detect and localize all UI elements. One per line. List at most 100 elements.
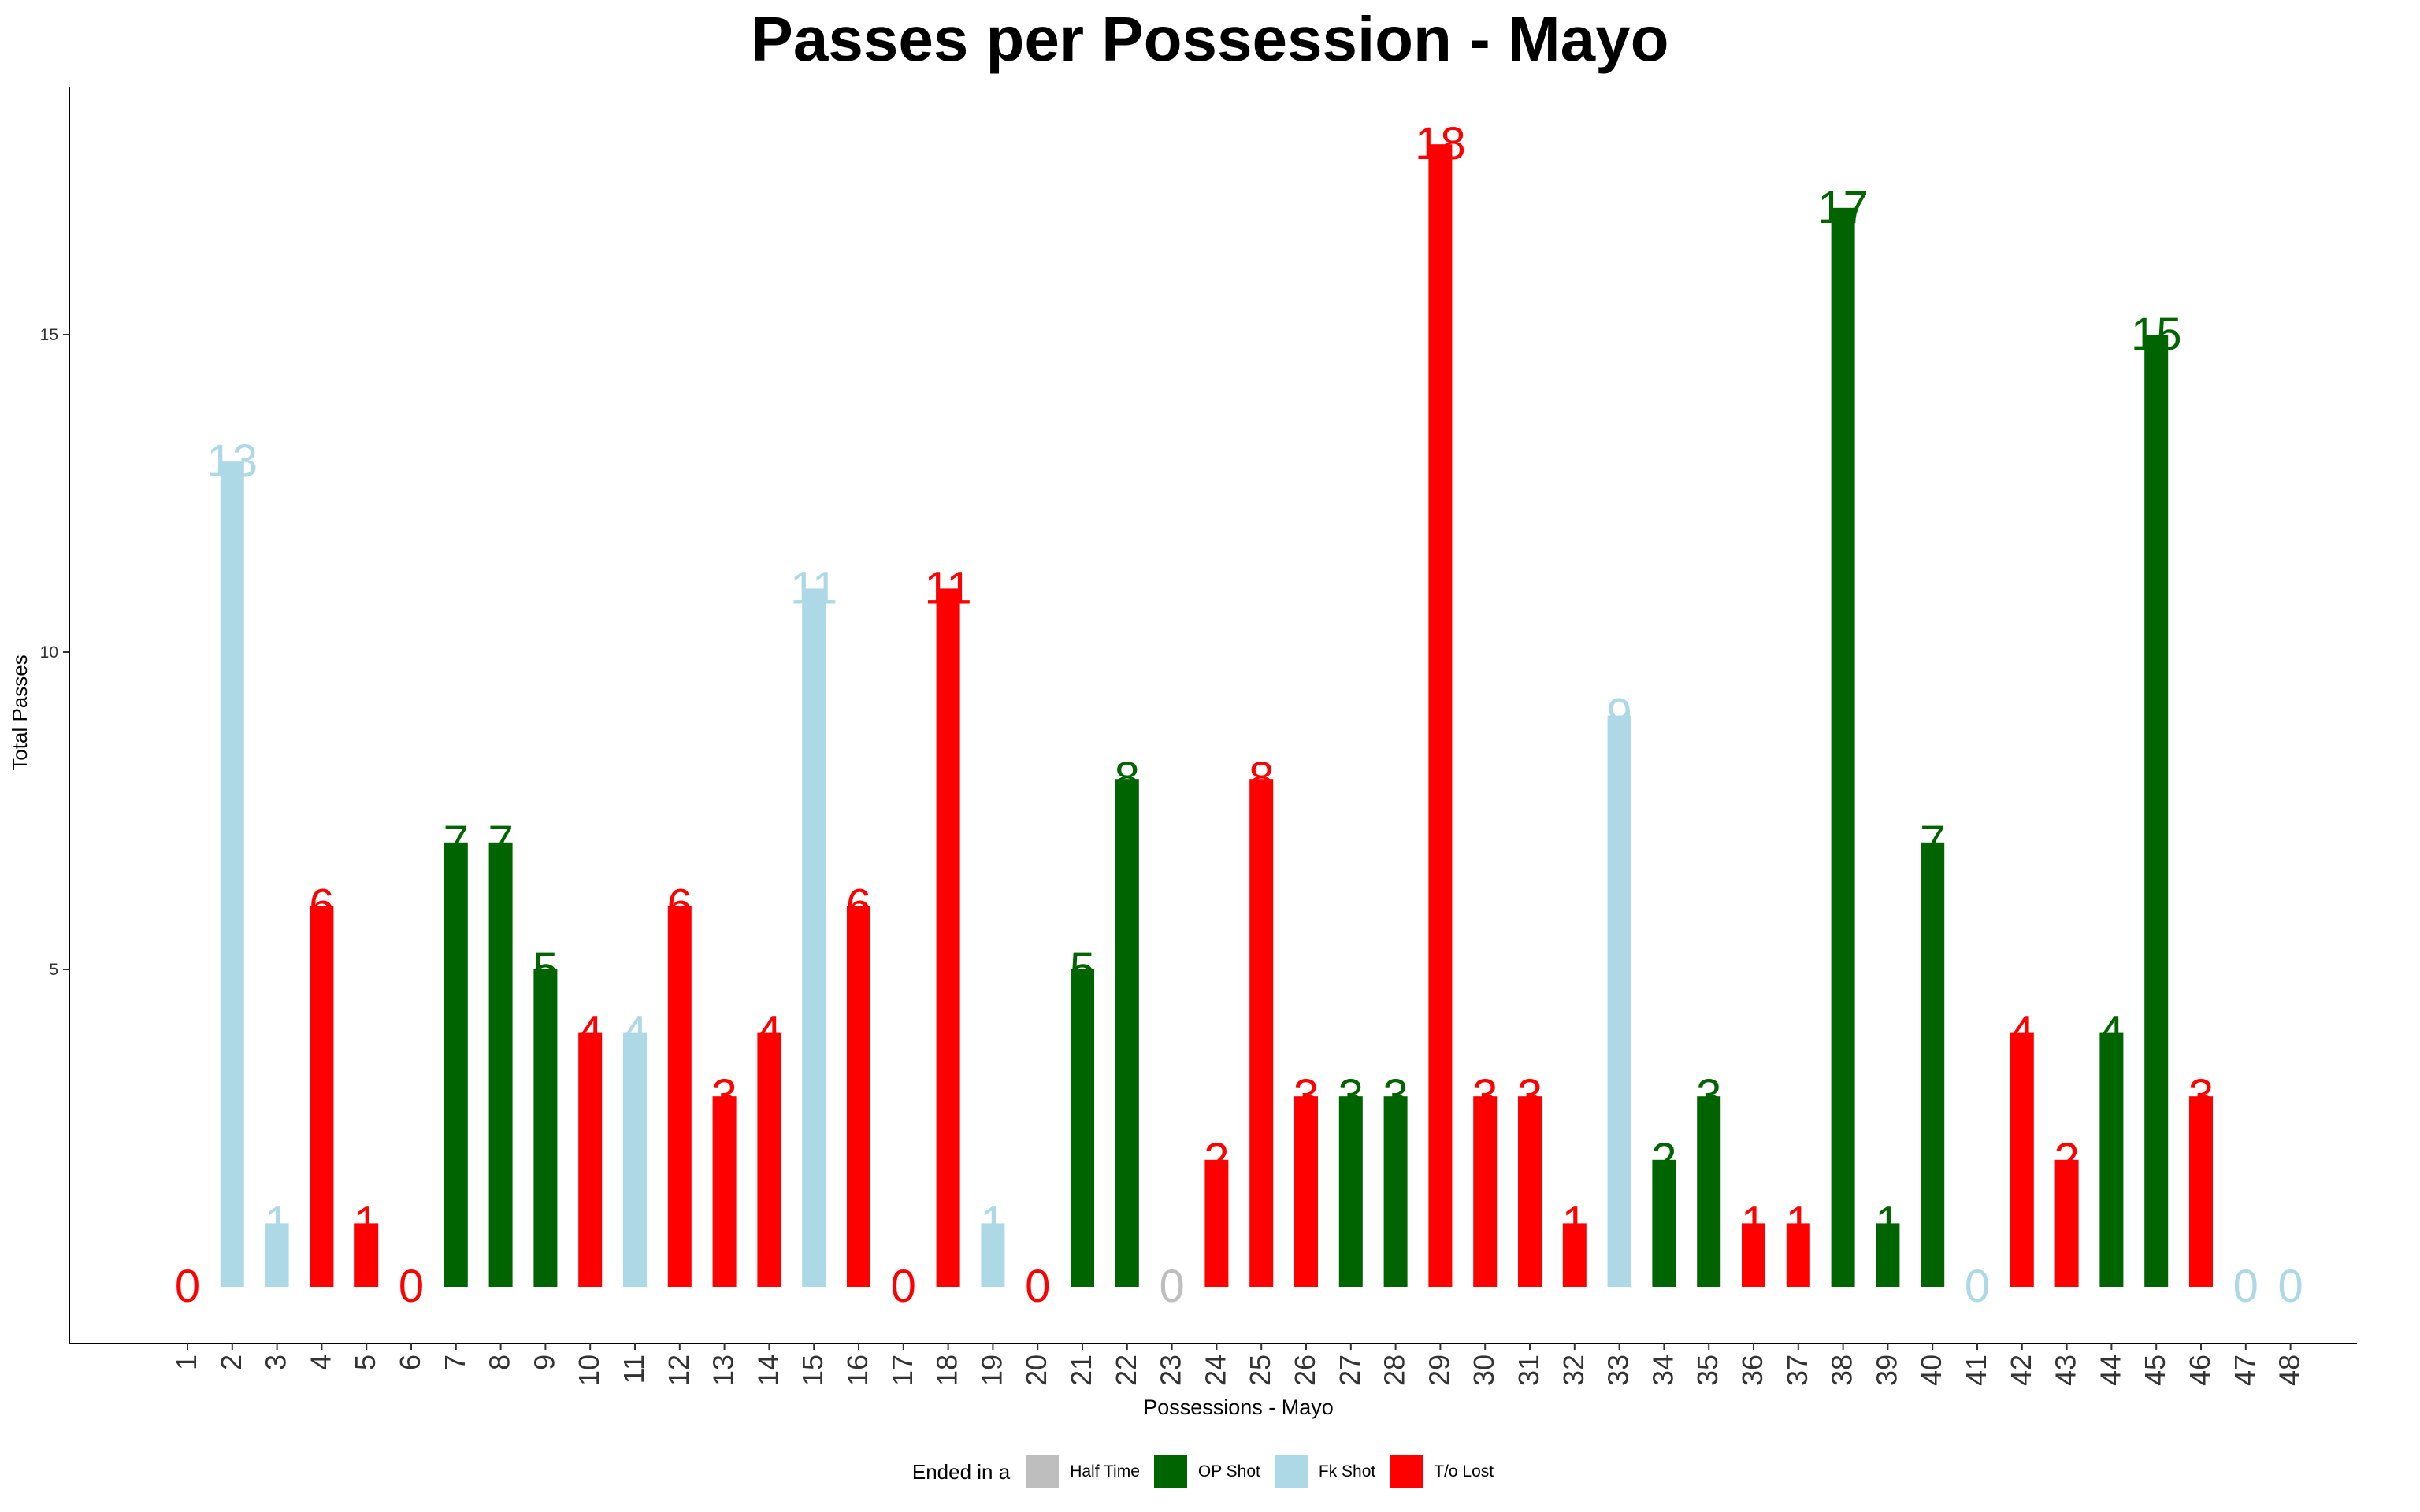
x-tick-label: 9: [528, 1354, 560, 1370]
legend-label-half-time: Half Time: [1070, 1462, 1140, 1480]
data-label-46: 3: [2188, 1070, 2214, 1121]
bar-21: [1071, 969, 1094, 1287]
x-tick-label: 41: [1960, 1354, 1992, 1386]
data-label-7: 7: [444, 817, 469, 868]
legend-label-op-shot: OP Shot: [1197, 1462, 1260, 1480]
data-label-28: 3: [1383, 1070, 1408, 1121]
bar-19: [981, 1223, 1005, 1287]
x-tick-label: 22: [1110, 1354, 1142, 1386]
data-label-6: 0: [399, 1261, 424, 1312]
data-label-21: 5: [1070, 943, 1095, 995]
bar-36: [1742, 1223, 1765, 1287]
x-tick-label: 29: [1423, 1354, 1455, 1386]
bar-26: [1294, 1096, 1318, 1287]
x-tick-label: 36: [1736, 1354, 1769, 1386]
bar-43: [2054, 1159, 2079, 1287]
data-label-31: 3: [1517, 1070, 1542, 1121]
data-label-20: 0: [1025, 1261, 1050, 1312]
x-tick-label: 8: [484, 1354, 516, 1370]
plot-area: 5101501132136415067778594104116123134141…: [40, 87, 2357, 1386]
x-tick-label: 24: [1199, 1354, 1231, 1386]
data-label-37: 1: [1786, 1197, 1811, 1248]
data-label-40: 7: [1920, 817, 1945, 868]
x-tick-label: 32: [1557, 1354, 1590, 1386]
bar-12: [667, 906, 692, 1287]
data-label-24: 2: [1204, 1134, 1229, 1185]
data-label-32: 1: [1562, 1197, 1587, 1248]
bar-28: [1383, 1096, 1408, 1287]
data-label-13: 3: [711, 1070, 737, 1121]
data-label-34: 2: [1651, 1134, 1676, 1185]
x-tick-label: 19: [975, 1354, 1008, 1386]
x-tick-label: 34: [1646, 1354, 1679, 1386]
legend-label-to-lost: T/o Lost: [1434, 1462, 1494, 1480]
data-label-1: 0: [175, 1261, 200, 1312]
bar-35: [1697, 1096, 1721, 1287]
y-tick-label: 15: [40, 326, 58, 344]
data-label-39: 1: [1875, 1197, 1900, 1248]
bar-29: [1428, 144, 1453, 1288]
x-tick-label: 44: [2094, 1354, 2126, 1386]
y-axis-label: Total Passes: [8, 654, 32, 770]
bar-25: [1249, 779, 1274, 1287]
x-tick-label: 27: [1334, 1354, 1366, 1386]
bar-15: [802, 588, 826, 1287]
y-tick-label: 5: [49, 961, 58, 979]
data-label-3: 1: [264, 1197, 289, 1248]
data-label-12: 6: [667, 880, 692, 931]
x-tick-label: 47: [2229, 1354, 2261, 1386]
x-tick-label: 46: [2184, 1354, 2216, 1386]
legend-title: Ended in a: [911, 1459, 1011, 1484]
legend-item-op-shot: OP Shot: [1153, 1455, 1260, 1488]
bar-14: [757, 1032, 781, 1287]
x-axis-label: Possessions - Mayo: [1143, 1395, 1334, 1419]
data-label-2: 13: [207, 435, 258, 487]
data-label-4: 6: [309, 880, 334, 931]
x-tick-label: 42: [2005, 1354, 2037, 1386]
legend-item-fk-shot: Fk Shot: [1274, 1455, 1375, 1488]
bar-7: [444, 842, 468, 1287]
data-label-9: 5: [533, 943, 558, 995]
data-label-48: 0: [2277, 1261, 2303, 1312]
chart-title: Passes per Possession - Mayo: [751, 4, 1669, 74]
data-label-10: 4: [577, 1007, 603, 1058]
x-tick-label: 5: [349, 1354, 381, 1370]
bar-10: [578, 1032, 603, 1287]
data-label-5: 1: [354, 1197, 379, 1248]
data-label-27: 3: [1338, 1070, 1364, 1121]
bar-8: [488, 842, 513, 1287]
bar-27: [1338, 1096, 1363, 1287]
x-tick-label: 7: [439, 1354, 471, 1370]
x-tick-label: 21: [1065, 1354, 1097, 1386]
data-label-43: 2: [2054, 1134, 2079, 1185]
bar-4: [310, 906, 334, 1287]
legend-swatch-half-time: [1026, 1455, 1060, 1488]
data-label-33: 9: [1606, 690, 1631, 741]
x-tick-label: 39: [1870, 1354, 1902, 1386]
x-tick-label: 12: [663, 1354, 695, 1386]
y-tick-label: 10: [40, 643, 58, 662]
data-label-18: 11: [924, 562, 971, 613]
data-label-41: 0: [1965, 1261, 1990, 1312]
x-tick-label: 48: [2273, 1354, 2306, 1386]
x-tick-label: 25: [1244, 1354, 1276, 1386]
x-tick-label: 31: [1512, 1354, 1545, 1386]
data-label-19: 1: [980, 1197, 1005, 1248]
x-tick-label: 45: [2139, 1354, 2171, 1386]
legend-swatch-fk-shot: [1274, 1455, 1308, 1488]
data-label-11: 4: [622, 1007, 648, 1058]
x-tick-label: 28: [1379, 1354, 1411, 1386]
bar-42: [2010, 1032, 2034, 1287]
bar-31: [1518, 1096, 1542, 1287]
x-tick-label: 6: [394, 1354, 426, 1370]
x-tick-label: 23: [1155, 1354, 1187, 1386]
x-tick-label: 37: [1781, 1354, 1813, 1386]
data-label-26: 3: [1294, 1070, 1319, 1121]
x-tick-label: 38: [1826, 1354, 1858, 1386]
data-label-45: 15: [2131, 309, 2182, 360]
bar-33: [1607, 715, 1631, 1287]
legend-item-half-time: Half Time: [1026, 1455, 1140, 1488]
x-tick-label: 16: [841, 1354, 874, 1386]
bar-24: [1204, 1159, 1229, 1287]
